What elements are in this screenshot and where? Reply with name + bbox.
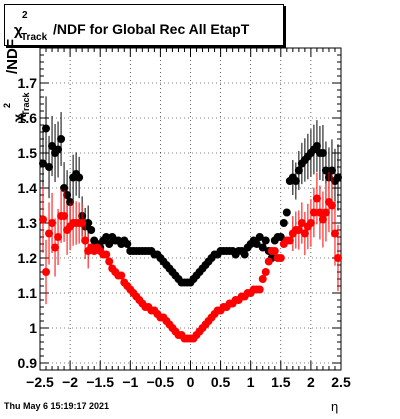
point-s1-14 xyxy=(81,236,90,245)
point-s1-90 xyxy=(309,208,318,217)
point-s0-3 xyxy=(48,142,57,150)
point-s0-21 xyxy=(102,233,111,241)
y-tick-label-2: 1.1 xyxy=(18,285,38,301)
x-tick-label-9: 2 xyxy=(307,374,315,390)
title-subscript: Track xyxy=(21,32,48,43)
point-s1-72 xyxy=(255,285,264,294)
y-axis-label-chi: χ xyxy=(10,113,26,122)
point-s0-72 xyxy=(255,233,264,241)
title-box: χ 2 Track /NDF for Global Rec All EtapT xyxy=(4,4,284,46)
point-s1-1 xyxy=(42,268,51,276)
y-tick-label-7: 1.6 xyxy=(18,110,38,126)
point-s1-7 xyxy=(60,212,69,220)
point-s1-26 xyxy=(117,271,126,280)
x-tick-label-6: 0.5 xyxy=(211,374,231,390)
point-s1-82 xyxy=(285,236,294,245)
point-s1-85 xyxy=(294,226,303,234)
point-s0-22 xyxy=(105,240,114,248)
y-axis-label-ndf: /NDF xyxy=(4,39,21,74)
x-tick-label-2: −1.5 xyxy=(86,374,114,390)
point-s1-86 xyxy=(297,219,306,227)
point-s1-73 xyxy=(258,275,267,283)
point-s1-21 xyxy=(102,250,111,259)
point-s0-96 xyxy=(327,166,336,175)
point-s1-0 xyxy=(39,215,48,224)
point-s0-7 xyxy=(60,184,69,192)
x-tick-label-7: 1 xyxy=(247,374,255,390)
point-s0-2 xyxy=(45,163,54,171)
point-s1-98 xyxy=(333,254,342,262)
x-tick-label-8: 1.5 xyxy=(271,374,291,390)
point-s0-73 xyxy=(258,243,267,252)
y-tick-label-0: 0.9 xyxy=(18,355,38,371)
point-s0-12 xyxy=(75,173,84,182)
point-s0-84 xyxy=(291,177,300,185)
x-tick-label-1: −2 xyxy=(62,374,78,390)
point-s0-9 xyxy=(66,198,75,206)
point-s0-85 xyxy=(294,166,303,175)
x-tick-label-5: 0 xyxy=(187,374,195,390)
point-s1-77 xyxy=(270,247,279,255)
point-s1-4 xyxy=(51,243,60,252)
point-s1-13 xyxy=(78,219,87,227)
y-tick-label-6: 1.5 xyxy=(18,145,38,161)
point-s1-89 xyxy=(306,219,315,227)
point-s0-79 xyxy=(276,233,285,241)
y-tick-label-3: 1.2 xyxy=(18,250,38,266)
point-s0-6 xyxy=(57,135,66,143)
x-tick-label-0: −2.5 xyxy=(26,374,54,390)
point-s1-3 xyxy=(48,219,57,227)
point-s0-91 xyxy=(312,142,321,150)
point-s0-98 xyxy=(333,173,342,182)
point-s0-80 xyxy=(279,219,288,227)
title-chi-symbol: χ xyxy=(14,22,23,39)
point-s1-93 xyxy=(318,215,327,224)
point-s0-28 xyxy=(123,240,132,248)
y-tick-label-4: 1.3 xyxy=(18,215,38,231)
x-tick-label-4: −0.5 xyxy=(147,374,175,390)
point-s1-87 xyxy=(300,229,309,238)
point-s1-96 xyxy=(327,201,336,210)
point-s0-8 xyxy=(63,191,72,199)
title-superscript: 2 xyxy=(22,10,28,21)
y-tick-label-8: 1.7 xyxy=(18,75,38,91)
point-s0-0 xyxy=(39,159,48,168)
y-axis-label-superscript: 2 xyxy=(2,102,12,108)
y-tick-label-1: 1 xyxy=(29,320,37,336)
point-s0-1 xyxy=(42,124,51,133)
point-s1-91 xyxy=(312,194,321,203)
point-s1-92 xyxy=(315,208,324,217)
y-tick-label-5: 1.4 xyxy=(18,180,38,196)
point-s0-81 xyxy=(282,208,291,217)
point-s1-5 xyxy=(54,233,63,241)
x-tick-label-10: 2.5 xyxy=(331,374,351,390)
point-s0-15 xyxy=(84,219,93,227)
point-s0-5 xyxy=(54,145,63,154)
point-s1-75 xyxy=(264,257,273,266)
x-tick-label-3: −1 xyxy=(122,374,138,390)
point-s0-93 xyxy=(318,149,327,157)
point-s1-79 xyxy=(276,254,285,262)
point-s0-16 xyxy=(87,226,96,234)
point-s0-71 xyxy=(252,240,261,248)
y-axis-label-subscript: Track xyxy=(21,92,31,116)
x-axis-label: η xyxy=(331,399,339,414)
point-s1-97 xyxy=(330,229,339,238)
point-s0-94 xyxy=(321,166,330,175)
footer-date: Thu May 6 15:19:17 2021 xyxy=(4,401,110,411)
point-s0-67 xyxy=(240,250,249,259)
point-s1-22 xyxy=(105,257,114,266)
point-s1-74 xyxy=(261,268,270,276)
point-s1-94 xyxy=(321,208,330,217)
point-s0-74 xyxy=(261,236,270,245)
point-s1-2 xyxy=(45,229,54,238)
chart-title: /NDF for Global Rec All EtapT xyxy=(53,21,250,37)
